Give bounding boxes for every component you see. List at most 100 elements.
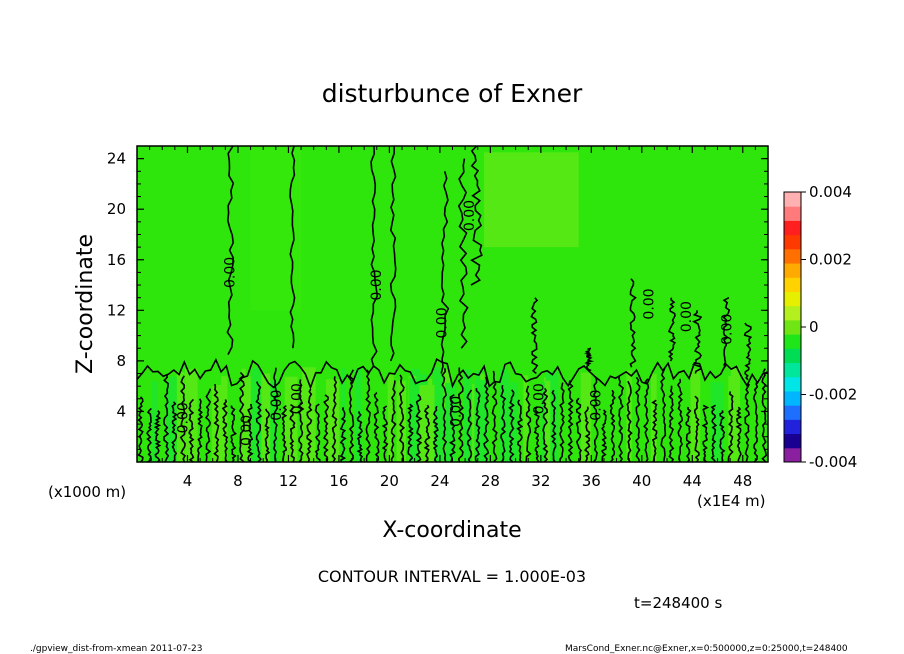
- colorbar-swatch: [784, 334, 801, 349]
- contour-line: [136, 357, 769, 390]
- contour-line: [146, 407, 152, 463]
- colorbar-swatch: [784, 248, 801, 264]
- contour-line: [550, 389, 557, 463]
- contour-line: [643, 378, 650, 463]
- x-tick-label: 32: [531, 472, 550, 490]
- contour-line: [255, 381, 263, 463]
- contour-label: 0.00: [434, 307, 450, 338]
- colorbar-swatch: [784, 291, 801, 307]
- field-patch: [437, 375, 444, 462]
- contour-line: [500, 384, 507, 463]
- contour-line: [559, 382, 565, 463]
- contour-line: [752, 380, 759, 463]
- contour-line: [743, 322, 753, 381]
- x-tick-label: 28: [481, 472, 500, 490]
- colorbar-swatch: [784, 234, 801, 250]
- contour-line: [744, 383, 751, 463]
- field-patch: [484, 152, 579, 248]
- contour-line: [634, 376, 641, 463]
- contour-line: [163, 374, 170, 463]
- contour-line: [575, 397, 582, 463]
- contour-interval: CONTOUR INTERVAL = 1.000E-03: [318, 567, 586, 586]
- colorbar-swatch: [784, 206, 801, 221]
- contour-label: 0.00: [239, 415, 255, 446]
- contour-line: [508, 389, 515, 463]
- field-patch: [176, 371, 185, 462]
- contour-line: [179, 375, 187, 463]
- contour-line: [432, 405, 439, 463]
- y-tick-label: 12: [107, 301, 126, 319]
- contour-line: [171, 401, 178, 463]
- x-tick-label: 4: [183, 472, 193, 490]
- contour-label: 0.00: [289, 383, 305, 414]
- field-patch: [510, 382, 519, 462]
- field-patch: [409, 386, 415, 462]
- contour-line: [153, 410, 162, 463]
- contour-line: [441, 368, 448, 463]
- field-patch: [169, 376, 177, 462]
- field-patch: [432, 367, 441, 462]
- colorbar-swatch: [784, 319, 801, 335]
- x-tick-label: 44: [683, 472, 702, 490]
- contour-line: [264, 408, 271, 463]
- footer-left: ./gpview_dist-from-xmean 2011-07-23: [30, 644, 202, 654]
- contour-line: [761, 368, 768, 463]
- contour-labels: 0.00 0.000.000.000.00 0.00 0.000.00 0.000.00…: [176, 200, 736, 446]
- contour-line: [609, 389, 616, 463]
- field-patch: [463, 369, 473, 462]
- contour-line: [196, 398, 204, 463]
- contour-label: 0.00: [588, 390, 604, 421]
- contour-line: [373, 392, 380, 463]
- contour-line: [651, 399, 658, 463]
- contour-line: [474, 388, 481, 463]
- y-axis: 4 8 12 16 20 24: [107, 145, 768, 450]
- colorbar-swatch: [784, 376, 801, 392]
- y-tick-label: 8: [116, 352, 126, 370]
- contour-line: [289, 404, 296, 463]
- contour-label: 0.00: [369, 269, 385, 300]
- contour-line: [398, 374, 406, 463]
- contour-line: [516, 399, 524, 463]
- contour-line: [483, 376, 490, 463]
- contour-line: [381, 405, 389, 462]
- contour-line: [584, 347, 595, 372]
- contour-line: [246, 403, 254, 463]
- contour-line: [448, 394, 456, 463]
- contour-line: [618, 375, 625, 463]
- contour-line: [226, 145, 235, 355]
- contour-line: [676, 378, 684, 463]
- contour-line: [322, 394, 330, 463]
- field-patch: [419, 385, 429, 462]
- contour-label: 0.00: [720, 314, 736, 345]
- contour-line: [727, 391, 734, 463]
- contour-line: [365, 369, 372, 463]
- contour-line: [331, 376, 338, 463]
- field-patch: [544, 380, 551, 462]
- x-tick-label: 12: [279, 472, 298, 490]
- chart-title: disturbunce of Exner: [322, 79, 583, 108]
- y-axis-label: Z-coordinate: [73, 234, 98, 374]
- contour-line: [188, 398, 195, 463]
- contour-line: [719, 410, 726, 463]
- contour-line: [289, 145, 296, 349]
- contour-line: [685, 406, 692, 463]
- contour-line: [542, 387, 549, 463]
- contour-line: [626, 380, 633, 463]
- contour-line: [584, 406, 591, 463]
- contour-line: [457, 367, 464, 463]
- contour-line: [238, 371, 245, 463]
- colorbar-swatch: [784, 405, 801, 420]
- contour-line: [137, 396, 144, 463]
- contour-line: [280, 404, 288, 463]
- colorbar-swatch: [784, 263, 801, 278]
- contour-line: [230, 405, 237, 463]
- field-patch: [650, 374, 657, 462]
- contour-line: [314, 403, 321, 463]
- contour-label: 0.00: [532, 383, 548, 414]
- contour-label: 0.00: [641, 288, 657, 319]
- contour-line: [592, 375, 599, 463]
- contour-line: [390, 380, 397, 463]
- contour-line: [533, 406, 540, 463]
- contour-line: [600, 409, 608, 463]
- contour-line: [339, 407, 347, 463]
